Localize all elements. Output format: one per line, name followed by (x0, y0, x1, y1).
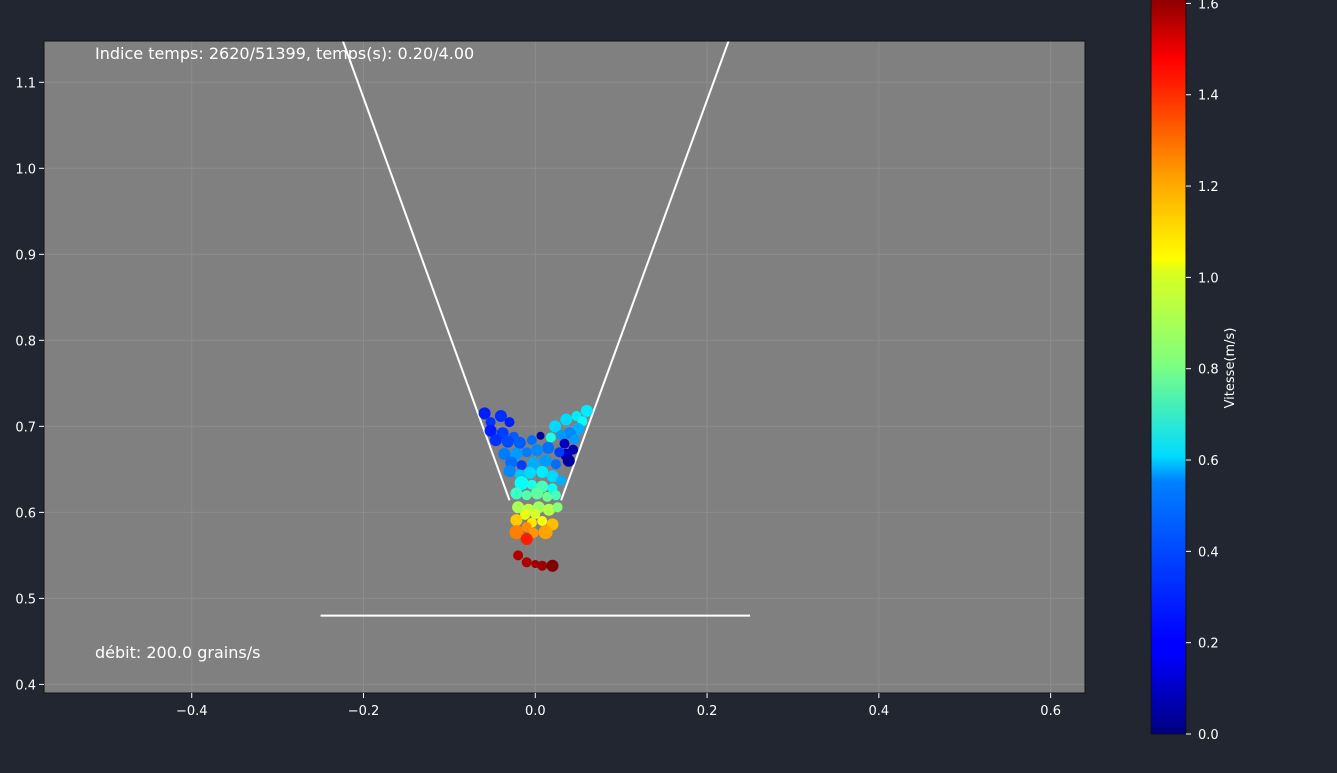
time-index-annotation: Indice temps: 2620/51399, temps(s): 0.20… (95, 44, 474, 63)
x-tick-label: −0.2 (348, 704, 380, 719)
colorbar-label: Vitesse(m/s) (1223, 328, 1238, 409)
hopper-right-wall (560, 41, 730, 501)
x-tick-label: 0.4 (869, 704, 890, 719)
grain-point (546, 470, 559, 483)
grain-point (549, 420, 562, 433)
x-tick-label: 0.2 (697, 704, 718, 719)
grain-point (484, 424, 497, 437)
y-tick-label: 0.7 (15, 420, 36, 435)
grain-point (538, 525, 553, 540)
grain-point (521, 522, 532, 532)
grain-point (520, 509, 530, 520)
grain-point (521, 490, 532, 501)
colorbar-tick-label: 0.2 (1198, 637, 1219, 652)
grain-point (559, 438, 570, 449)
colorbar-frame (1150, 0, 1187, 735)
colorbar-tick-label: 0.0 (1198, 728, 1219, 743)
grain-point (562, 454, 575, 467)
grain-point (536, 465, 549, 478)
y-tick-label: 1.0 (15, 162, 36, 177)
y-axis: 0.4 0.5 0.6 0.7 0.8 0.9 1.0 1.1 (15, 76, 44, 693)
x-tick-label: 0.6 (1040, 704, 1061, 719)
grain-point (537, 560, 548, 571)
grain-point (516, 460, 527, 471)
grain-point (489, 434, 502, 447)
grain-point (510, 447, 523, 460)
plot-frame (43, 40, 1086, 694)
grain-point (531, 444, 543, 457)
grain-point (536, 431, 545, 440)
grain-point (543, 503, 555, 516)
grain-point (526, 479, 537, 490)
grain-point (542, 491, 553, 502)
grain-point (556, 430, 567, 440)
grain-point (514, 476, 529, 491)
grain-point (530, 509, 541, 520)
grain-point (478, 407, 491, 420)
colorbar-tick-label: 1.6 (1198, 0, 1219, 12)
grain-point (550, 490, 561, 501)
colorbar-axis: 0.0 0.2 0.4 0.6 0.8 1.0 1.2 1.4 1.6 (1186, 0, 1219, 743)
grain-point (556, 475, 567, 486)
grain-point (524, 466, 537, 479)
grain-point (485, 417, 496, 428)
x-tick-label: −0.4 (176, 704, 208, 719)
x-tick-label: 0.0 (525, 704, 546, 719)
y-tick-label: 0.6 (15, 506, 36, 521)
grain-point (539, 454, 552, 467)
walls-layer (320, 41, 750, 617)
grain-point (504, 417, 515, 428)
grain-point (531, 487, 543, 500)
grain-point (552, 502, 563, 513)
grain-point (509, 525, 524, 540)
grain-point (542, 441, 555, 454)
y-tick-label: 0.5 (15, 592, 36, 607)
grain-point (503, 465, 516, 478)
colorbar-tick-label: 0.8 (1198, 363, 1219, 378)
colorbar-tick-label: 1.4 (1198, 89, 1219, 104)
grain-point (580, 404, 593, 417)
grain-point (550, 459, 561, 470)
y-tick-label: 1.1 (15, 76, 36, 91)
grain-point (545, 432, 556, 443)
grain-point (510, 514, 523, 527)
grain-point (521, 447, 532, 458)
y-tick-label: 0.8 (15, 334, 36, 349)
grain-point (546, 559, 559, 572)
grain-point (520, 533, 533, 545)
grain-point (513, 550, 524, 561)
colorbar-tick-label: 1.2 (1198, 180, 1219, 195)
y-tick-label: 0.9 (15, 248, 36, 263)
grain-point (560, 413, 573, 426)
grain-point (513, 436, 526, 449)
grain-point (569, 434, 580, 445)
colorbar-tick-label: 0.4 (1198, 545, 1219, 560)
flow-rate-annotation: débit: 200.0 grains/s (95, 643, 260, 662)
y-tick-label: 0.4 (15, 678, 36, 693)
grain-point (537, 516, 548, 526)
grain-point (527, 457, 540, 470)
plot-area (44, 41, 1085, 693)
grain-point (510, 487, 523, 500)
grains-layer (478, 404, 593, 572)
grain-point (501, 435, 514, 448)
grain-point (494, 410, 507, 422)
grid-lines (44, 41, 1085, 693)
grain-point (526, 435, 537, 446)
colorbar-tick-label: 0.6 (1198, 454, 1219, 469)
grain-point (512, 501, 525, 514)
grain-point (498, 447, 511, 460)
hopper-left-wall (341, 41, 511, 501)
colorbar-tick-label: 1.0 (1198, 271, 1219, 286)
x-axis: −0.4 −0.2 0.0 0.2 0.4 0.6 (176, 693, 1061, 719)
grain-point (521, 557, 532, 568)
colorbar-gradient (1151, 0, 1186, 734)
grain-point (554, 447, 565, 458)
